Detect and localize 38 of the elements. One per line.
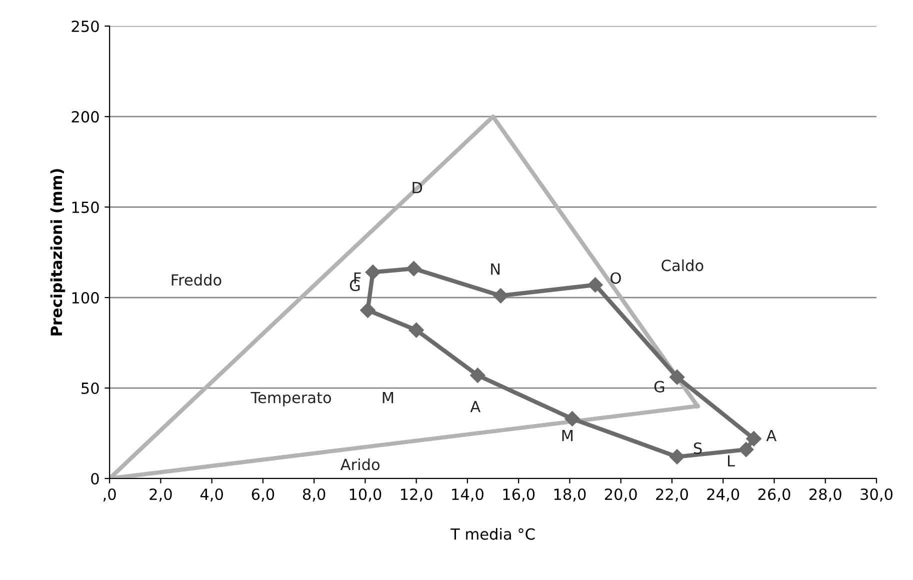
x-tick-label: 18,0 <box>554 488 586 502</box>
x-tick-label: 6,0 <box>252 488 274 502</box>
annotation: L <box>728 455 735 466</box>
annotation: S <box>694 442 702 454</box>
annotation: Caldo <box>662 259 704 272</box>
annotation: Freddo <box>172 274 222 286</box>
annotation: Temperato <box>250 392 332 406</box>
y-tick-label: 50 <box>82 382 99 394</box>
x-tick-label: 22,0 <box>656 488 688 502</box>
x-tick-label: 26,0 <box>758 488 790 502</box>
annotation: O <box>610 272 621 284</box>
x-tick-label: 16,0 <box>503 488 535 502</box>
annotation: G <box>654 380 664 392</box>
x-axis-title: T media °C <box>450 528 535 540</box>
x-tick-label: 20,0 <box>604 488 637 502</box>
annotation: M <box>382 392 394 404</box>
y-tick-label: 200 <box>72 111 99 123</box>
x-tick-label: 10,0 <box>350 488 382 502</box>
annotation: A <box>766 430 777 442</box>
y-tick-label: 150 <box>72 202 99 214</box>
x-tick-label: 2,0 <box>150 488 172 502</box>
annotation: D <box>412 182 422 194</box>
y-axis-title: Precipitazioni (mm) <box>50 169 66 336</box>
annotation: N <box>491 263 500 275</box>
x-tick-label: 14,0 <box>452 488 484 502</box>
annotation: M <box>562 430 573 442</box>
x-tick-label: 28,0 <box>809 488 842 502</box>
y-tick-label: 100 <box>72 292 99 304</box>
x-tick-label: 12,0 <box>401 488 432 502</box>
x-tick-label: 24,0 <box>707 488 740 502</box>
x-tick-label: 4,0 <box>200 488 223 502</box>
annotation: A <box>470 401 480 412</box>
x-tick-label: 30,0 <box>860 488 892 502</box>
annotation: Arido <box>340 458 380 470</box>
y-tick-label: 250 <box>72 20 99 32</box>
x-tick-label: 8,0 <box>302 488 326 502</box>
x-tick-label: ,0 <box>103 488 116 502</box>
y-tick-label: 0 <box>91 472 99 485</box>
